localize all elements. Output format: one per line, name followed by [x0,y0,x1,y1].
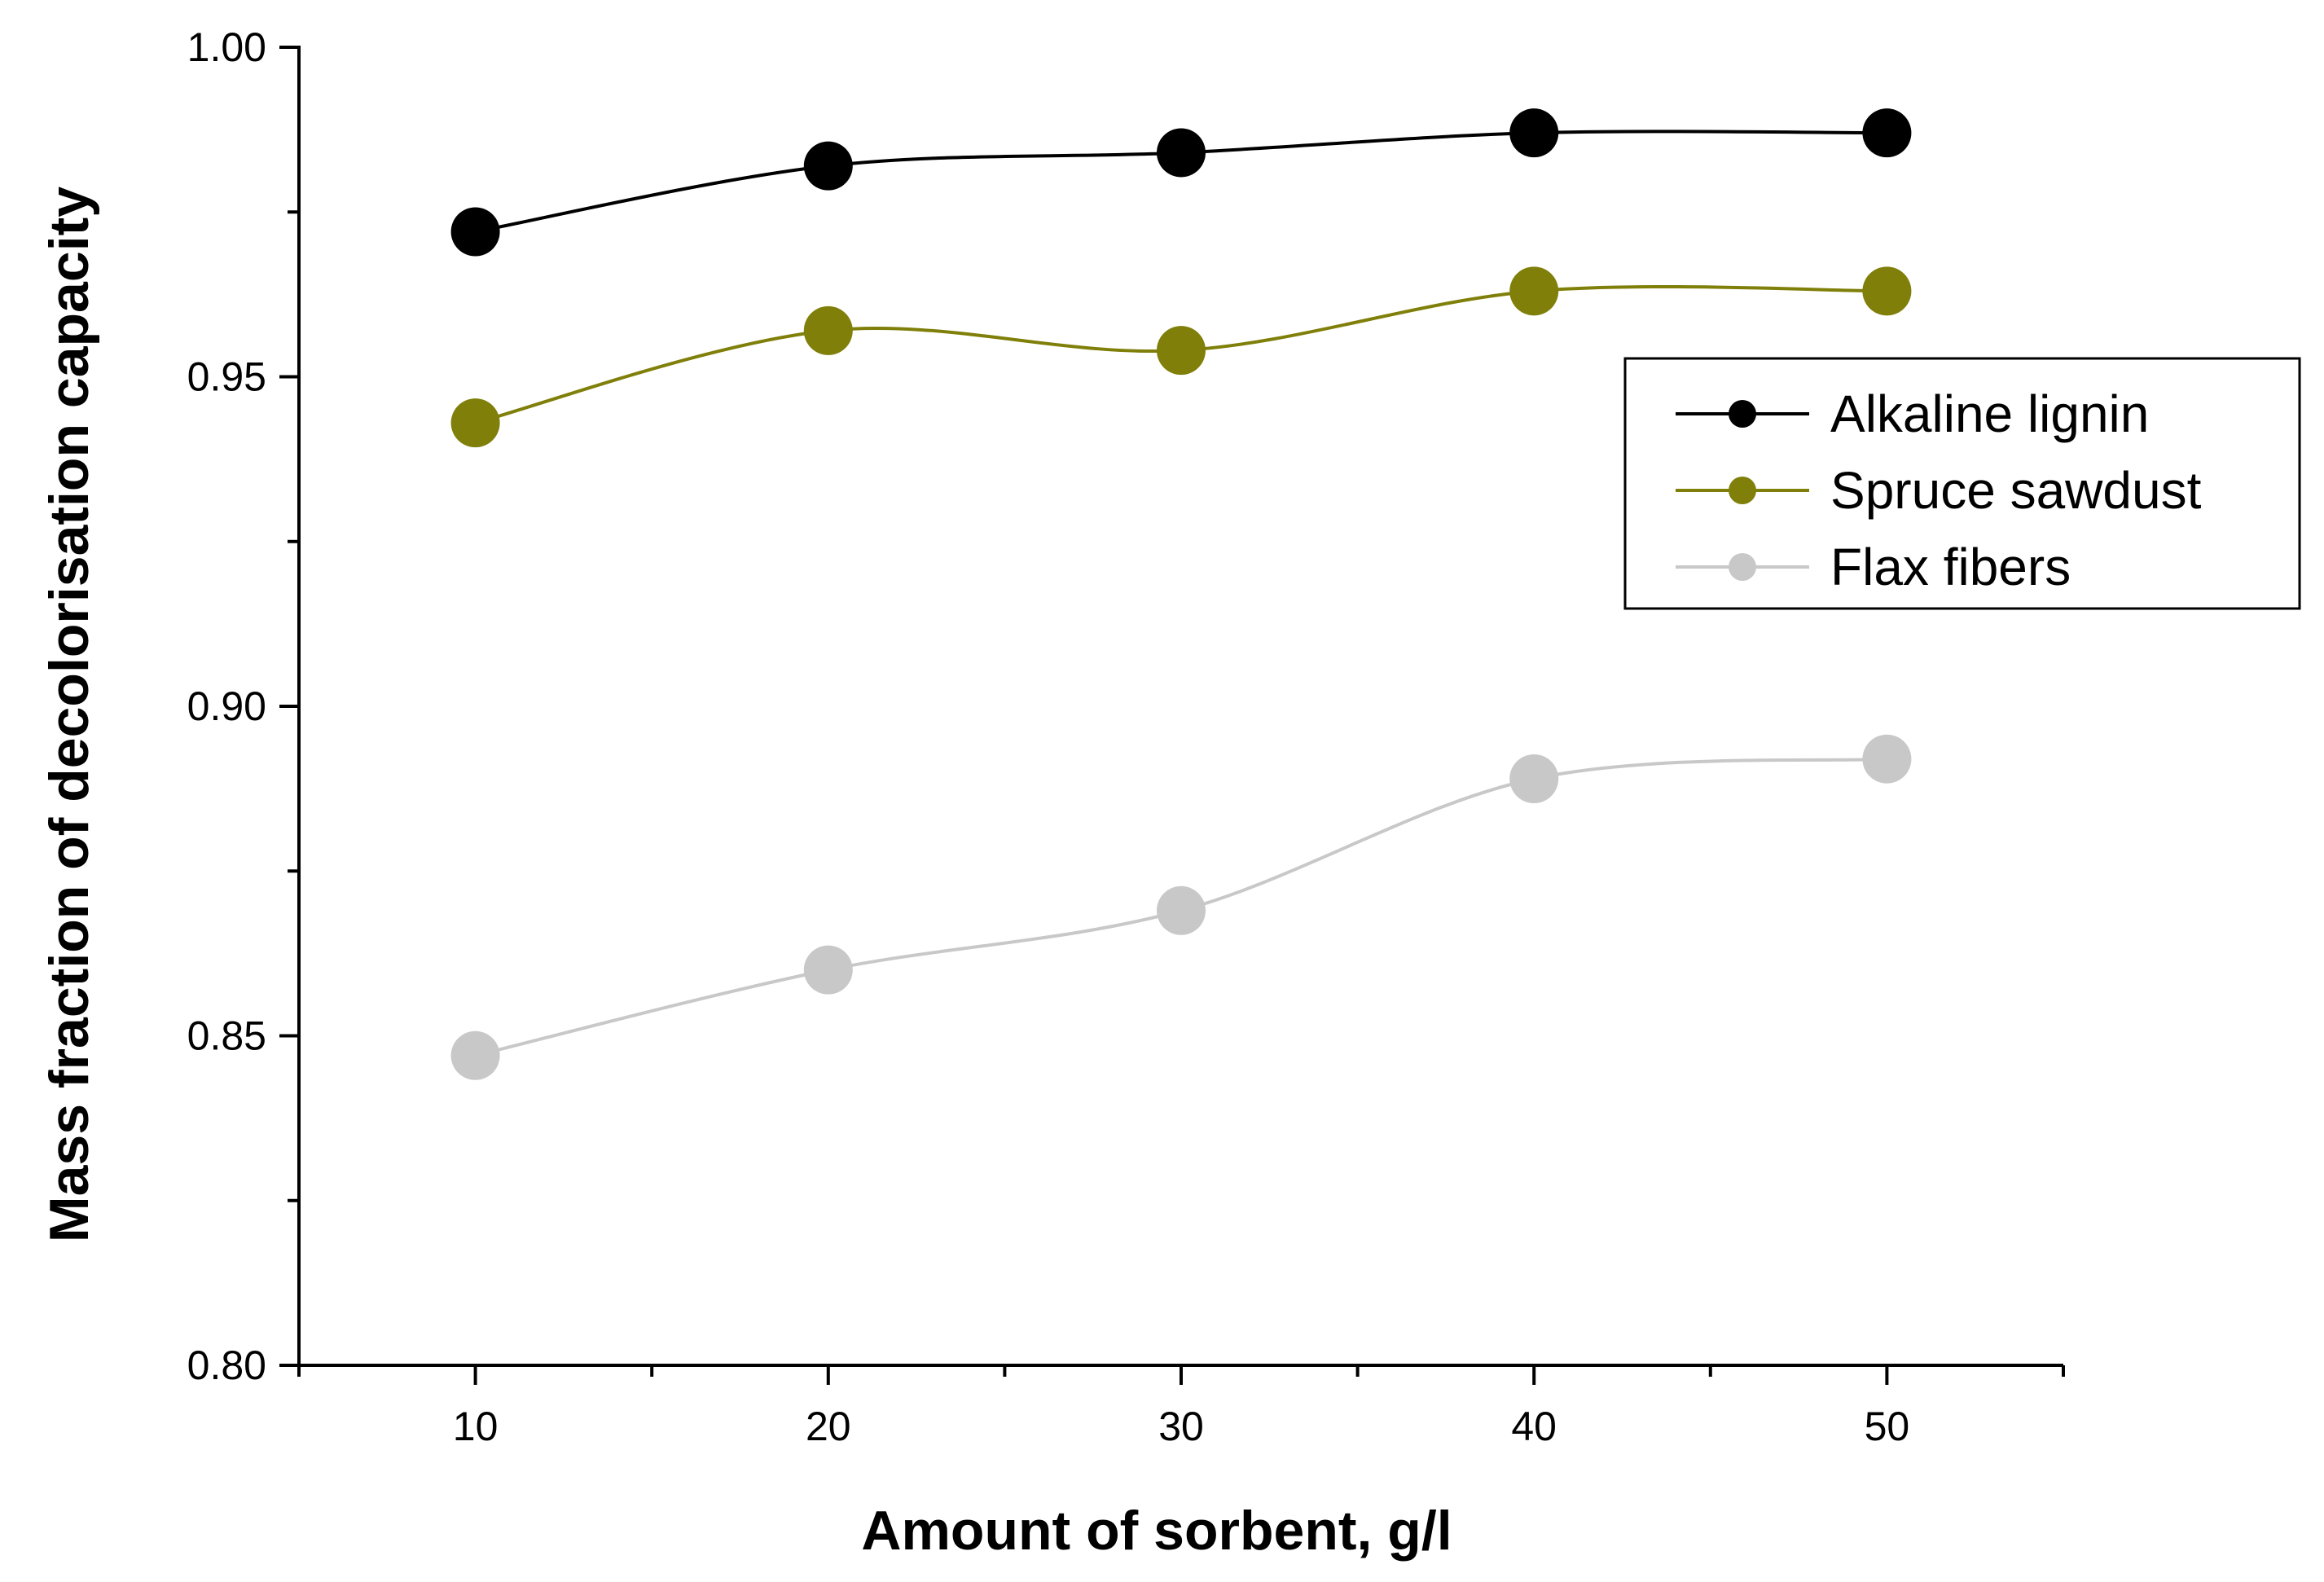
y-tick-label: 0.95 [187,354,266,400]
series-spruce-sawdust [450,266,1912,448]
legend-label: Spruce sawdust [1830,461,2202,520]
y-tick-label: 0.90 [187,683,266,729]
x-tick-label: 30 [1158,1404,1204,1449]
data-point [803,305,853,355]
legend-item: Flax fibers [1676,538,2071,596]
x-axis-title: Amount of sorbent, g/l [861,1500,1452,1562]
data-point [1509,754,1559,803]
data-point [1157,326,1206,376]
y-axis-title: Mass fraction of decolorisation capacity [38,187,100,1242]
legend: Alkaline lignin Spruce sawdust Flax fibers [1623,357,2301,610]
legend-item: Spruce sawdust [1676,461,2202,520]
data-point [450,1030,500,1080]
y-ticks: 0.80 0.85 0.90 0.95 1.00 [187,24,299,1388]
data-point [1509,108,1559,158]
legend-label: Alkaline lignin [1830,385,2149,443]
axes: 10 20 30 40 50 0.80 0.85 0.90 0.95 1.00 [187,24,2065,1449]
legend-marker [1729,400,1756,428]
y-tick-label: 0.80 [187,1343,266,1388]
data-point [803,945,853,995]
series-alkaline-lignin [450,108,1912,257]
x-ticks: 10 20 30 40 50 [297,1365,2065,1449]
series-flax-fibers [450,734,1912,1080]
data-point [1862,108,1912,158]
legend-marker [1729,553,1756,581]
x-tick-label: 10 [453,1404,499,1449]
data-point [450,398,500,448]
x-tick-label: 50 [1865,1404,1910,1449]
legend-label: Flax fibers [1830,538,2071,596]
x-tick-label: 40 [1511,1404,1557,1449]
series-layer [450,108,1912,1080]
data-point [450,207,500,257]
data-point [1862,734,1912,784]
data-point [1157,885,1206,935]
legend-marker [1729,477,1756,504]
y-tick-label: 1.00 [187,24,266,70]
y-tick-label: 0.85 [187,1013,266,1059]
data-point [1157,128,1206,178]
data-point [1509,266,1559,316]
data-point [1862,266,1912,316]
data-point [803,141,853,191]
x-tick-label: 20 [806,1404,851,1449]
legend-item: Alkaline lignin [1676,385,2149,443]
